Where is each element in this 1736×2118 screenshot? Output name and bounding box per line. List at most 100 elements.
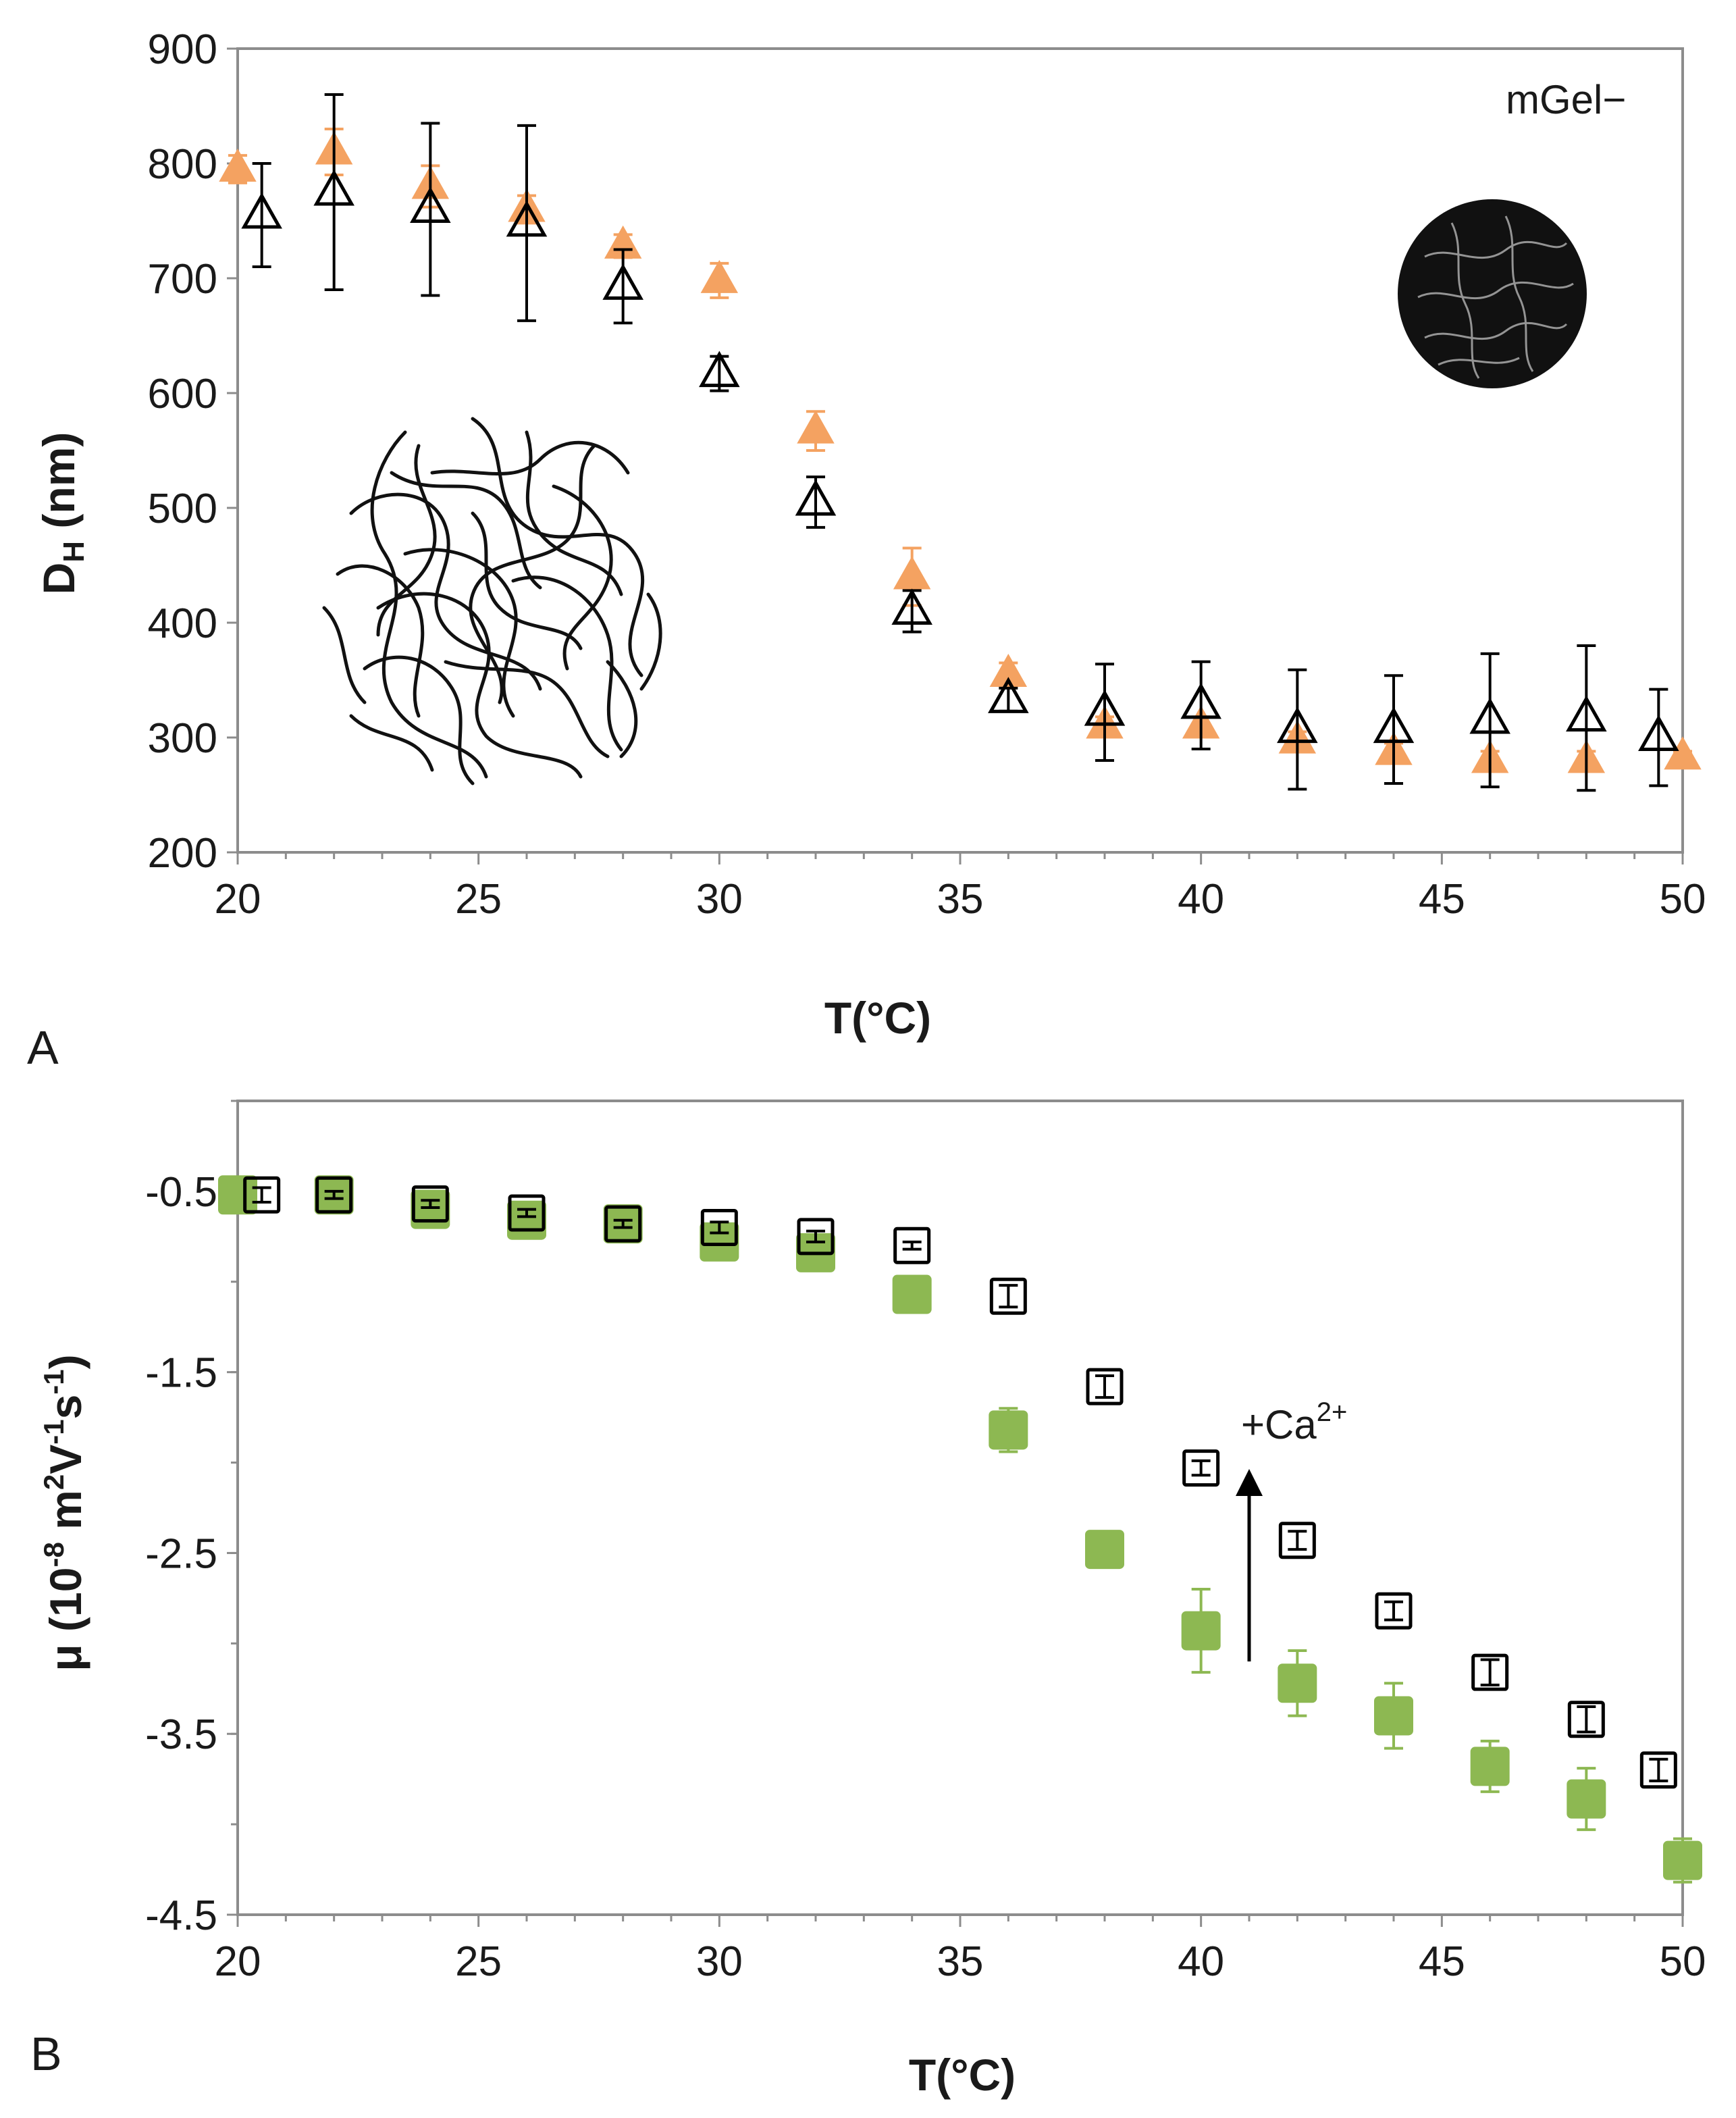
panel-b-plot-area <box>236 1100 1684 1916</box>
panel-b-open-square-point <box>243 1176 281 1214</box>
panel-b-x-tick-label: 20 <box>215 1938 261 1985</box>
mgel-annotation: mGel− <box>1506 77 1626 122</box>
panel-b-open-square-point <box>1182 1449 1220 1487</box>
panel-b-x-tick-label: 50 <box>1660 1938 1706 1985</box>
panel-a-x-tick-label: 25 <box>455 876 502 923</box>
panel-b-y-label-exp1: -8 <box>38 1542 70 1567</box>
ca-annotation-sup: 2+ <box>1317 1397 1348 1427</box>
ca-annotation: +Ca2+ <box>1241 1397 1347 1447</box>
panel-a-open-triangle-point <box>1469 652 1510 789</box>
panel-b-y-tick-label: -2.5 <box>145 1530 217 1577</box>
panel-a-open-triangle-point <box>795 475 837 529</box>
panel-b-open-square-point <box>411 1185 449 1223</box>
panel-b-y-tick-label: -1.5 <box>145 1350 217 1397</box>
panel-a-triangle-marker <box>410 186 451 223</box>
panel-b-filled-square-point <box>1374 1682 1413 1750</box>
panel-a-y-tick-label: 600 <box>148 371 217 417</box>
panel-b-y-tick-label: -0.5 <box>145 1169 217 1216</box>
panel-b-open-square-point <box>797 1218 835 1256</box>
panel-b-filled-square-point <box>411 1189 450 1229</box>
panel-b-series <box>218 1175 1702 1884</box>
panel-a-open-triangle-point <box>1084 663 1126 762</box>
panel-a-filled-triangle-point <box>219 148 257 184</box>
panel-b-x-tick-label: 25 <box>455 1938 502 1985</box>
panel-b-x-axis-label: T(°C) <box>909 2050 1016 2100</box>
panel-a-triangle-marker <box>219 148 257 182</box>
panel-b-square-marker <box>1278 1663 1317 1703</box>
panel-b-y-tick-label: -4.5 <box>145 1892 217 1939</box>
panel-a-chart: 20 25 30 35 40 45 50 200 300 400 500 600 700 800 900 <box>148 26 1706 923</box>
panel-b-y-label-mid2: V <box>41 1445 90 1474</box>
panel-a-y-tick-label: 500 <box>148 486 217 532</box>
panel-a-triangle-marker <box>506 200 548 237</box>
panel-b-square-marker <box>989 1277 1027 1315</box>
panel-b-open-square-point <box>604 1205 642 1243</box>
panel-a-open-triangle-point <box>988 677 1029 713</box>
panel-b-filled-square-point <box>218 1175 257 1215</box>
panel-a-plot-area <box>236 47 1684 854</box>
panel-b-filled-square-point <box>1181 1588 1221 1674</box>
panel-b-square-marker <box>1278 1522 1316 1559</box>
collapsed-particle-illustration <box>1398 199 1587 388</box>
panel-b-y-label-exp2: 2 <box>38 1474 70 1490</box>
panel-a-triangle-marker <box>1180 682 1221 719</box>
panel-b-label: B <box>30 2027 62 2080</box>
panel-b-filled-square-point <box>1663 1837 1702 1884</box>
panel-a-triangle-marker <box>893 556 931 590</box>
panel-b-square-marker <box>507 1200 546 1240</box>
panel-a-filled-triangle-point <box>797 410 835 452</box>
panel-b-square-marker <box>411 1189 450 1229</box>
panel-a-triangle-marker <box>1566 695 1607 732</box>
panel-b-chart: 20 25 30 35 40 45 50 -0.5 -1.5 -2.5 -3.5 -4.5 +Ca2+ <box>145 1100 1706 1985</box>
panel-b-open-square-point <box>1375 1592 1413 1630</box>
panel-a-filled-triangle-point <box>700 259 739 299</box>
panel-a-triangle-marker <box>1084 689 1126 726</box>
panel-b-y-label-exp3: -1 <box>38 1419 70 1444</box>
panel-b-y-label-mid3: s <box>41 1395 90 1420</box>
panel-a-open-triangle-point <box>1180 660 1221 750</box>
panel-b-square-marker <box>893 1226 931 1264</box>
panel-a-open-triangle-point <box>1373 674 1415 785</box>
panel-b-x-tick-label: 30 <box>696 1938 743 1985</box>
panel-b-square-marker <box>1086 1368 1124 1405</box>
panel-a-open-triangle-point <box>1638 688 1679 787</box>
panel-a-x-tick-label: 20 <box>215 876 261 923</box>
panel-a-x-tick-label: 35 <box>937 876 984 923</box>
panel-a-x-axis-label: T(°C) <box>824 993 931 1043</box>
panel-b-square-marker <box>1181 1611 1221 1651</box>
panel-a-triangle-marker <box>1277 706 1318 744</box>
panel-a-x-tick-label: 45 <box>1419 876 1465 923</box>
panel-b-y-label-mid1: m <box>41 1490 90 1542</box>
panel-a-triangle-marker <box>602 263 643 300</box>
panel-b-square-marker <box>508 1194 546 1232</box>
panel-b-y-axis-label: μ (10-8 m2V-1s-1) <box>38 1354 90 1671</box>
panel-a-y-tick-label: 700 <box>148 256 217 303</box>
panel-b-square-marker <box>411 1185 449 1223</box>
panel-a-triangle-marker <box>1469 697 1510 734</box>
panel-a-open-triangle-point <box>410 122 451 297</box>
panel-a-open-triangle-point <box>699 351 740 392</box>
ca-annotation-main: +Ca <box>1241 1402 1317 1447</box>
panel-b-filled-square-point <box>892 1274 932 1314</box>
panel-b-square-marker <box>1182 1449 1220 1487</box>
swollen-coil-illustration <box>322 417 662 785</box>
panel-b-open-square-point <box>508 1194 546 1232</box>
panel-b-open-square-point <box>700 1208 738 1246</box>
panel-b-square-marker <box>315 1176 353 1214</box>
panel-b-y-label-exp4: -1 <box>38 1369 70 1394</box>
panel-a-y-label-tail: (nm) <box>34 432 84 541</box>
panel-a-y-tick-label: 800 <box>148 141 217 188</box>
panel-b-x-tick-label: 40 <box>1178 1938 1224 1985</box>
panel-a-y-label-main: D <box>34 563 84 595</box>
panel-b-open-square-point <box>1278 1522 1316 1559</box>
panel-b-filled-square-point <box>1278 1649 1317 1717</box>
panel-b-square-marker <box>1375 1592 1413 1630</box>
panel-a-y-tick-label: 200 <box>148 830 217 877</box>
panel-b-square-marker <box>218 1175 257 1215</box>
panel-b-open-square-point <box>1639 1751 1677 1789</box>
ca-arrow <box>1236 1469 1263 1661</box>
panel-b-open-square-point <box>893 1226 931 1264</box>
panel-a-series <box>219 93 1702 792</box>
panel-b-square-marker <box>892 1274 932 1314</box>
